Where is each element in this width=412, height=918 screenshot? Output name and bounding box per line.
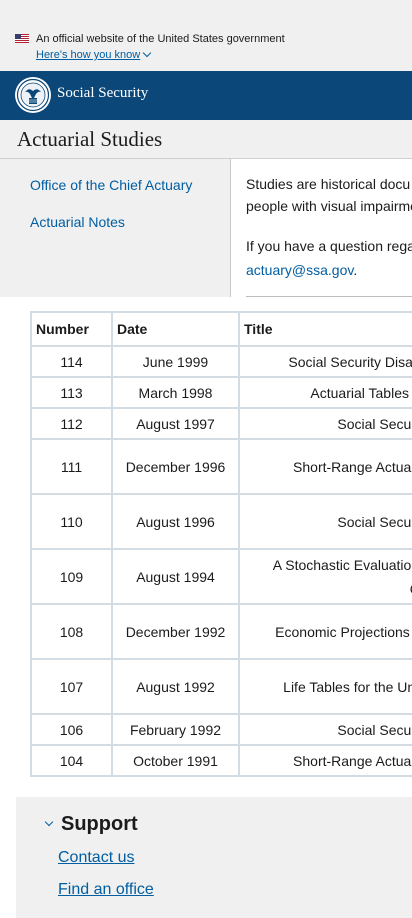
cell-date: August 1992 [111,658,240,715]
table-row: 104 October 1991 Short-Range Actuarial [30,744,412,777]
table-row: 112 August 1997 Social Security [30,407,412,440]
column-header-number[interactable]: Number [30,311,113,347]
sidenav-item-office-of-the-chief-actuary[interactable]: Office of the Chief Actuary [30,177,193,193]
cell-title-link[interactable]: Social Security Disabili [238,345,412,378]
cell-number: 104 [30,744,113,777]
gov-banner: An official website of the United States… [0,0,412,71]
page-title: Actuarial Studies [17,127,163,151]
cell-number: 106 [30,713,113,746]
intro-line-3: If you have a question rega [246,238,412,254]
page-title-bar: Actuarial Studies [0,120,412,159]
cell-number: 110 [30,493,113,550]
cell-number: 113 [30,376,113,409]
ssa-seal-icon[interactable] [14,76,52,114]
gov-banner-text: An official website of the United States… [36,33,285,45]
side-navigation: Office of the Chief Actuary Actuarial No… [0,159,231,297]
sidenav-item-actuarial-notes[interactable]: Actuarial Notes [30,214,125,230]
cell-number: 111 [30,438,113,495]
cell-title-link[interactable]: Social Security [238,493,412,550]
cell-title-link[interactable]: Economic Projections for [238,603,412,660]
actuary-email-link[interactable]: actuary@ssa.gov [246,262,354,278]
us-flag-icon [15,34,29,43]
intro-line-1: Studies are historical docu [246,176,411,192]
table-row: 109 August 1994 A Stochastic Evaluation … [30,548,412,605]
cell-date: October 1991 [111,744,240,777]
cell-date: February 1992 [111,713,240,746]
cell-title-link[interactable]: Short-Range Actuarial [238,744,412,777]
chevron-down-icon [142,48,152,58]
intro-email-suffix: . [353,262,358,278]
support-heading[interactable]: Support [61,813,138,835]
heres-how-you-know-link[interactable]: Here's how you know [36,48,152,61]
cell-number: 108 [30,603,113,660]
contact-us-link[interactable]: Contact us [58,849,135,866]
table-row: 108 December 1992 Economic Projections f… [30,603,412,660]
cell-number: 112 [30,407,113,440]
cell-date: August 1994 [111,548,240,605]
column-header-date[interactable]: Date [111,311,240,347]
studies-table: Number Date Title 114 June 1999 Social S… [30,311,412,777]
cell-title-line-1: A Stochastic Evaluation c [272,556,412,573]
cell-number: 109 [30,548,113,605]
cell-title-link[interactable]: Social Security [238,407,412,440]
table-row: 111 December 1996 Short-Range Actuarial [30,438,412,495]
cell-title-link[interactable]: Life Tables for the Unite [238,658,412,715]
table-row: 114 June 1999 Social Security Disabili [30,345,412,378]
intro-line-2: people with visual impairme [246,198,412,214]
table-row: 113 March 1998 Actuarial Tables Ba [30,376,412,409]
cell-date: June 1999 [111,345,240,378]
cell-title-link[interactable]: A Stochastic Evaluation c OA [238,548,412,605]
cell-date: December 1996 [111,438,240,495]
site-header: Social Security [0,71,412,120]
cell-title-link[interactable]: Short-Range Actuarial [238,438,412,495]
cell-title-line-2: OA [241,577,412,601]
cell-title-link[interactable]: Actuarial Tables Ba [238,376,412,409]
cell-date: December 1992 [111,603,240,660]
cell-date: August 1997 [111,407,240,440]
intro-divider [246,296,412,297]
table-row: 110 August 1996 Social Security [30,493,412,550]
table-header-row: Number Date Title [30,311,412,347]
support-section: Support Contact us Find an office [16,797,412,918]
chevron-down-icon[interactable] [44,817,54,827]
cell-date: March 1998 [111,376,240,409]
find-an-office-link[interactable]: Find an office [58,881,154,898]
heres-how-you-know-label: Here's how you know [36,49,141,61]
cell-number: 107 [30,658,113,715]
cell-title-link[interactable]: Social Security [238,713,412,746]
table-row: 107 August 1992 Life Tables for the Unit… [30,658,412,715]
column-header-title[interactable]: Title [238,311,412,347]
table-row: 106 February 1992 Social Security [30,713,412,746]
cell-number: 114 [30,345,113,378]
ssa-brand-name[interactable]: Social Security [57,85,149,101]
cell-date: August 1996 [111,493,240,550]
intro-line-4: actuary@ssa.gov. [246,259,357,281]
